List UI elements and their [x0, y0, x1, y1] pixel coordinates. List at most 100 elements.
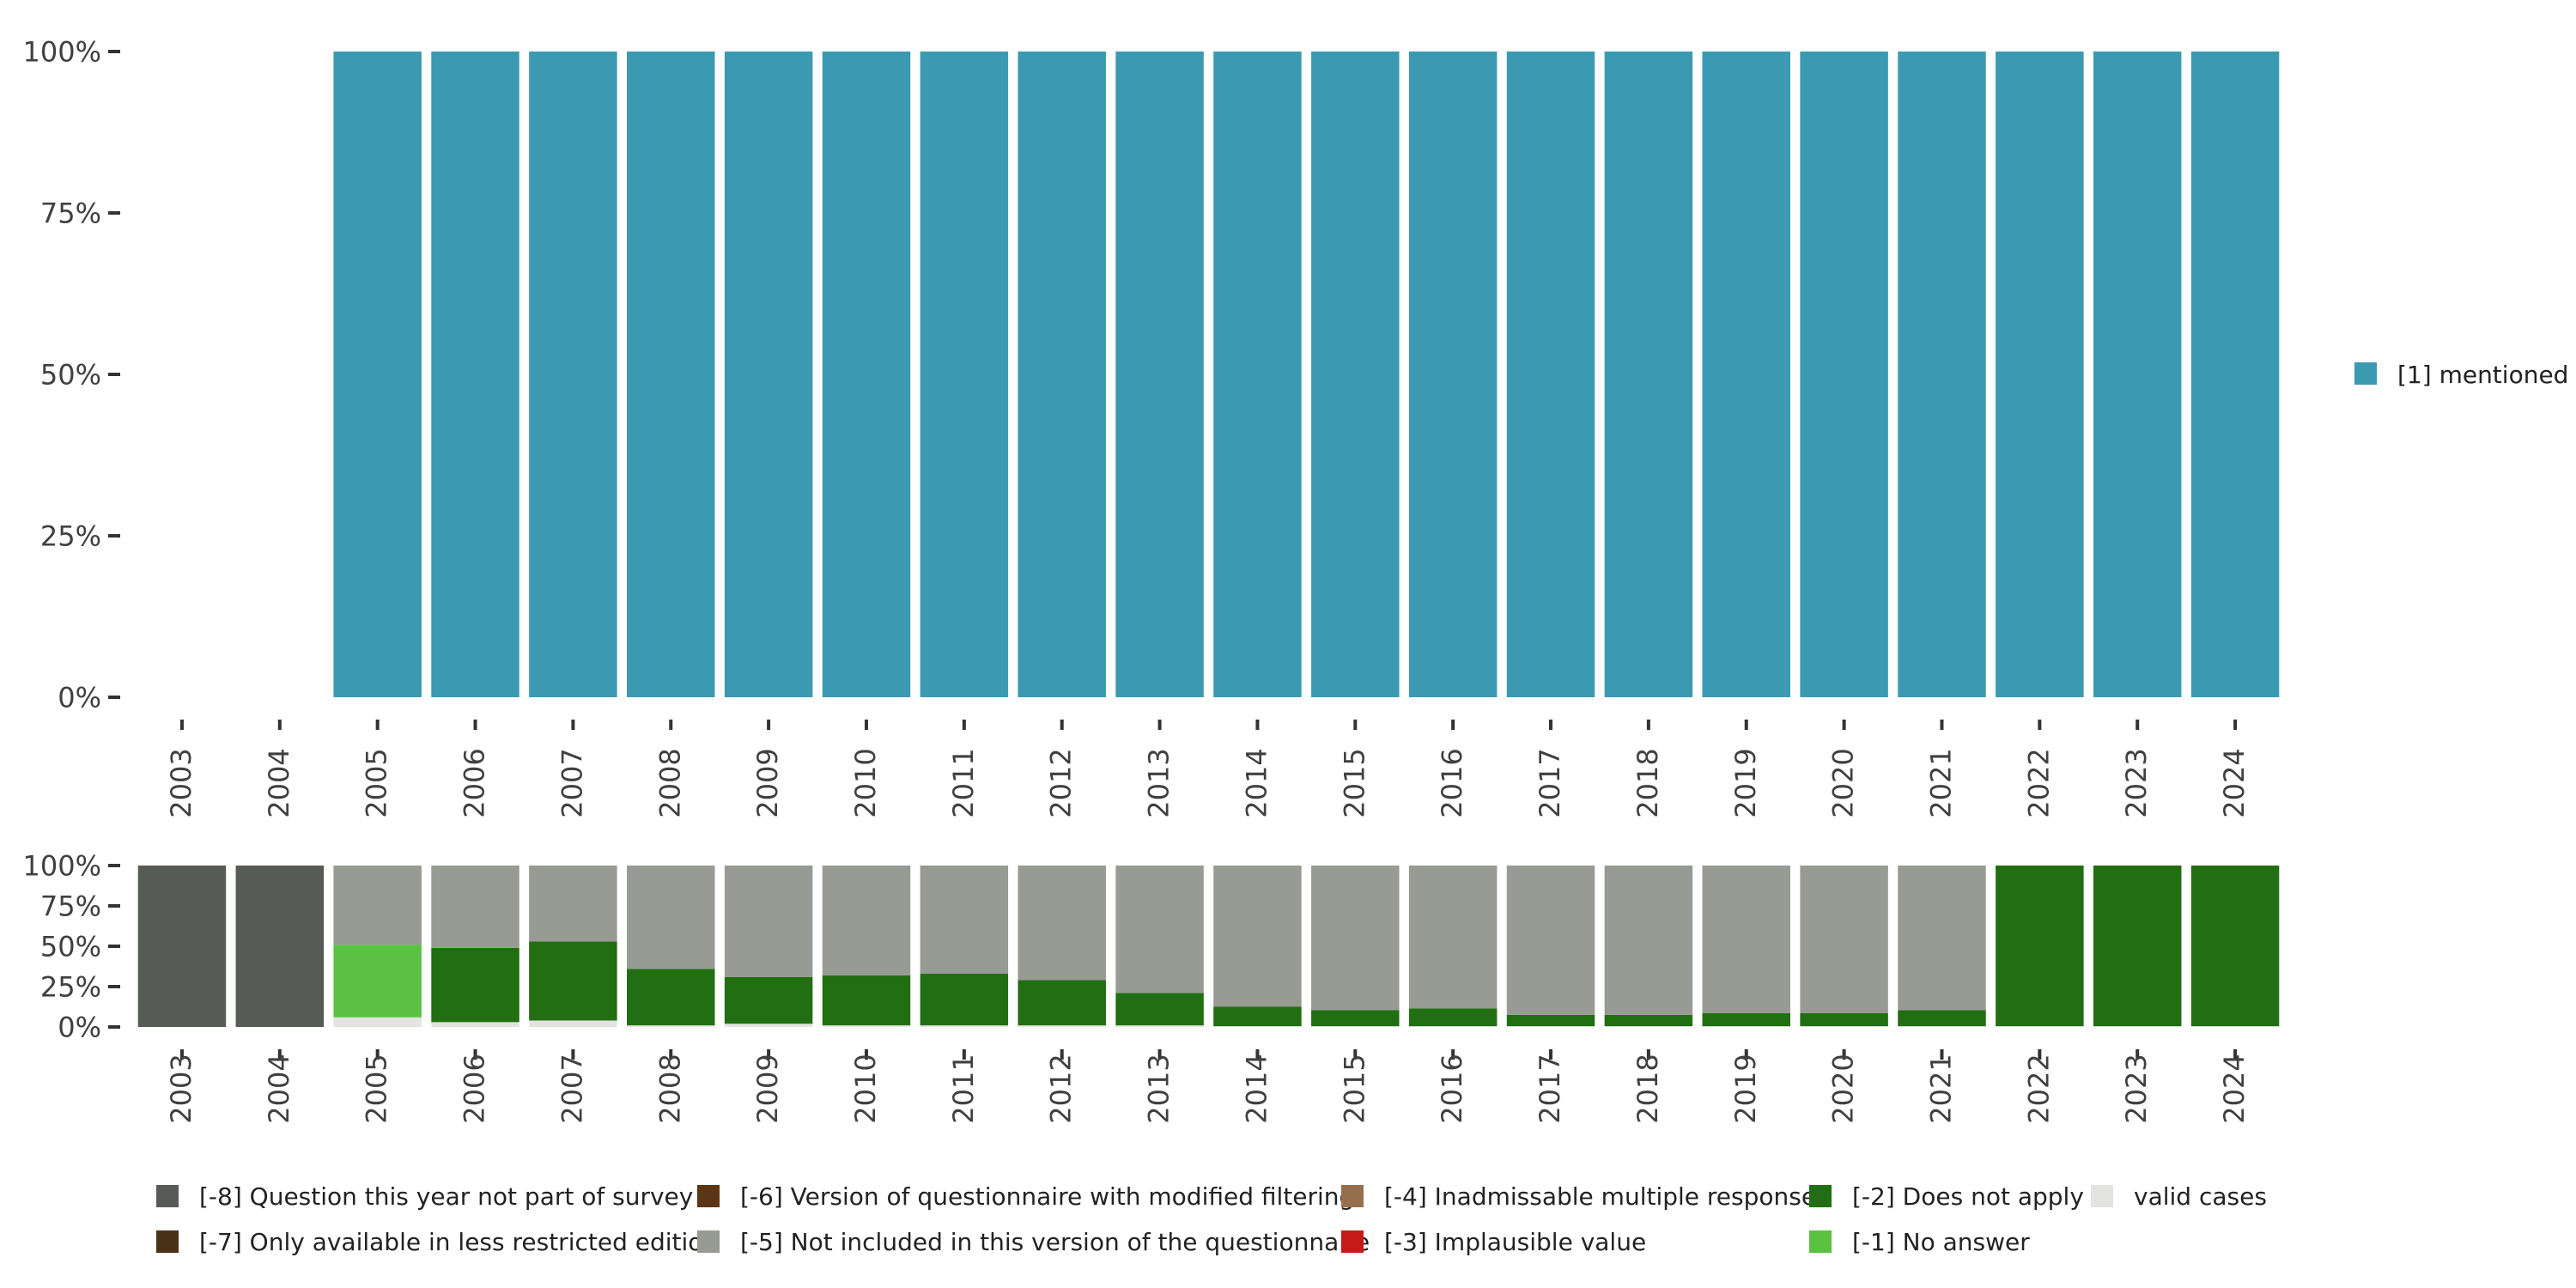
sub-bar-2015-valid	[1311, 1026, 1400, 1027]
main-bar-2008-mentioned	[627, 52, 715, 697]
legend-swatch-2-does-not-apply	[1809, 1185, 1832, 1207]
sub-bar-2013-valid	[1115, 1025, 1204, 1027]
main-bar-2010-mentioned	[822, 52, 911, 697]
sub-bar-2003-not_part	[137, 866, 227, 1027]
sub-bar-2016-not_included	[1408, 866, 1498, 1009]
legend-swatch-1-no-answer	[1809, 1230, 1832, 1253]
sub-xtick-label-2011: 2011	[947, 1054, 980, 1123]
main-bar-2015-mentioned	[1311, 52, 1400, 697]
sub-ytick-label: 0%	[58, 1012, 101, 1044]
main-bar-2006-mentioned	[431, 52, 519, 697]
main-xtick-label-2007: 2007	[556, 748, 588, 817]
sub-xtick-label-2003: 2003	[165, 1054, 197, 1123]
sub-ytick-label: 50%	[40, 931, 101, 963]
sub-xtick-label-2004: 2004	[263, 1054, 295, 1123]
sub-xtick-label-2013: 2013	[1143, 1054, 1176, 1123]
missing-values-legend: [-8] Question this year not part of surv…	[156, 1182, 2267, 1256]
legend-label-8-question-this-year-not-part-of-survey: [-8] Question this year not part of surv…	[199, 1182, 693, 1211]
sub-xtick-label-2016: 2016	[1436, 1054, 1468, 1123]
main-xtick-label-2013: 2013	[1143, 748, 1176, 817]
sub-bar-2019-not_included	[1702, 866, 1790, 1014]
sub-bar-2010-does_not_apply	[822, 975, 911, 1026]
sub-xtick-label-2019: 2019	[1729, 1054, 1762, 1123]
sub-bar-2019-valid	[1702, 1026, 1790, 1027]
main-bar-2016-mentioned	[1408, 52, 1498, 697]
main-xtick-label-2016: 2016	[1436, 748, 1468, 817]
sub-bar-2017-not_included	[1506, 866, 1595, 1015]
main-xtick-label-2014: 2014	[1240, 748, 1273, 817]
main-xtick-label-2008: 2008	[653, 748, 686, 817]
main-ytick-label: 50%	[40, 359, 101, 392]
legend-swatch-1-mentioned	[2354, 362, 2377, 385]
main-bar-2011-mentioned	[920, 52, 1009, 697]
legend-swatch-5-not-included-in-this-version-of-the-questionnaire	[697, 1230, 720, 1253]
sub-bar-2008-not_included	[627, 866, 715, 969]
main-bar-2022-mentioned	[1996, 52, 2084, 697]
main-bar-2021-mentioned	[1898, 52, 1986, 697]
main-ytick-label: 25%	[40, 520, 101, 553]
sub-bar-2019-does_not_apply	[1702, 1013, 1790, 1027]
main-bar-2012-mentioned	[1018, 52, 1106, 697]
sub-bar-2015-does_not_apply	[1311, 1010, 1400, 1027]
main-xtick-label-2020: 2020	[1827, 748, 1860, 817]
sub-xtick-label-2023: 2023	[2120, 1054, 2153, 1123]
missing-values-plot: 0% 25% 50% 75% 100% 2003 2004 2005 2006 2007 2008 2…	[23, 850, 2280, 1124]
sub-xtick-label-2008: 2008	[653, 1054, 686, 1123]
sub-xtick-label-2007: 2007	[556, 1054, 588, 1123]
legend-label-3-implausible-value: [-3] Implausible value	[1384, 1228, 1646, 1256]
sub-bar-2021-not_included	[1898, 866, 1986, 1011]
sub-bar-2005-valid	[333, 1017, 422, 1027]
main-bar-2024-mentioned	[2190, 52, 2280, 697]
sub-xtick-label-2018: 2018	[1631, 1054, 1664, 1123]
main-ytick-label: 0%	[58, 682, 101, 714]
sub-bar-2018-valid	[1604, 1026, 1693, 1027]
legend-label-7-only-available-in-less-restricted-edition: [-7] Only available in less restricted e…	[199, 1228, 718, 1256]
main-xtick-label-2017: 2017	[1534, 748, 1566, 817]
legend-label-5-not-included-in-this-version-of-the-questionnaire: [-5] Not included in this version of the…	[740, 1228, 1370, 1256]
main-xtick-label-2022: 2022	[2022, 748, 2055, 817]
main-bar-2007-mentioned	[529, 52, 617, 697]
sub-bar-2007-not_included	[529, 866, 617, 942]
sub-bar-2005-not_included	[333, 866, 422, 945]
main-ytick-label: 100%	[23, 36, 101, 69]
sub-bar-2011-does_not_apply	[920, 973, 1009, 1026]
main-xtick-label-2011: 2011	[947, 748, 980, 817]
sub-bar-2012-does_not_apply	[1018, 980, 1106, 1026]
sub-xtick-label-2020: 2020	[1827, 1054, 1860, 1123]
sub-ytick-label: 100%	[23, 850, 101, 883]
legend-swatch-7-only-available-in-less-restricted-edition	[156, 1230, 179, 1253]
sub-bar-2022-valid	[1996, 1026, 2084, 1027]
sub-bar-2010-not_included	[822, 866, 911, 975]
legend-swatch-3-implausible-value	[1341, 1230, 1364, 1253]
legend-label-2-does-not-apply: [-2] Does not apply	[1852, 1182, 2084, 1211]
sub-bar-2024-valid	[2190, 1026, 2280, 1027]
sub-xtick-label-2022: 2022	[2022, 1054, 2055, 1123]
sub-bar-2018-not_included	[1604, 866, 1693, 1015]
sub-bar-2016-does_not_apply	[1408, 1008, 1498, 1027]
main-bar-2017-mentioned	[1506, 52, 1595, 697]
sub-xtick-label-2014: 2014	[1240, 1054, 1273, 1123]
sub-xtick-label-2005: 2005	[361, 1054, 393, 1123]
legend-swatch-8-question-this-year-not-part-of-survey	[156, 1185, 179, 1207]
sub-bar-2020-not_included	[1800, 866, 1888, 1014]
main-xtick-label-2004: 2004	[263, 748, 295, 817]
sub-bar-2023-valid	[2093, 1026, 2182, 1027]
main-xtick-label-2018: 2018	[1631, 748, 1664, 817]
main-xtick-label-2024: 2024	[2218, 748, 2251, 817]
sub-bar-2014-not_included	[1213, 866, 1302, 1007]
main-bar-2019-mentioned	[1702, 52, 1790, 697]
sub-bar-2024-does_not_apply	[2190, 866, 2280, 1027]
main-xtick-label-2019: 2019	[1729, 748, 1762, 817]
sub-bar-2012-valid	[1018, 1025, 1106, 1027]
main-xtick-label-2010: 2010	[849, 748, 882, 817]
main-bar-2018-mentioned	[1604, 52, 1693, 697]
sub-bar-2022-does_not_apply	[1996, 866, 2084, 1027]
main-bar-2013-mentioned	[1115, 52, 1204, 697]
legend-label-1-no-answer: [-1] No answer	[1852, 1228, 2030, 1256]
main-bar-2005-mentioned	[333, 52, 422, 697]
legend-swatch-4-inadmissable-multiple-response	[1341, 1185, 1364, 1207]
sub-bar-2011-not_included	[920, 866, 1009, 974]
main-bar-2009-mentioned	[724, 52, 813, 697]
main-xtick-label-2021: 2021	[1924, 748, 1957, 817]
sub-bar-2009-not_included	[724, 866, 813, 977]
